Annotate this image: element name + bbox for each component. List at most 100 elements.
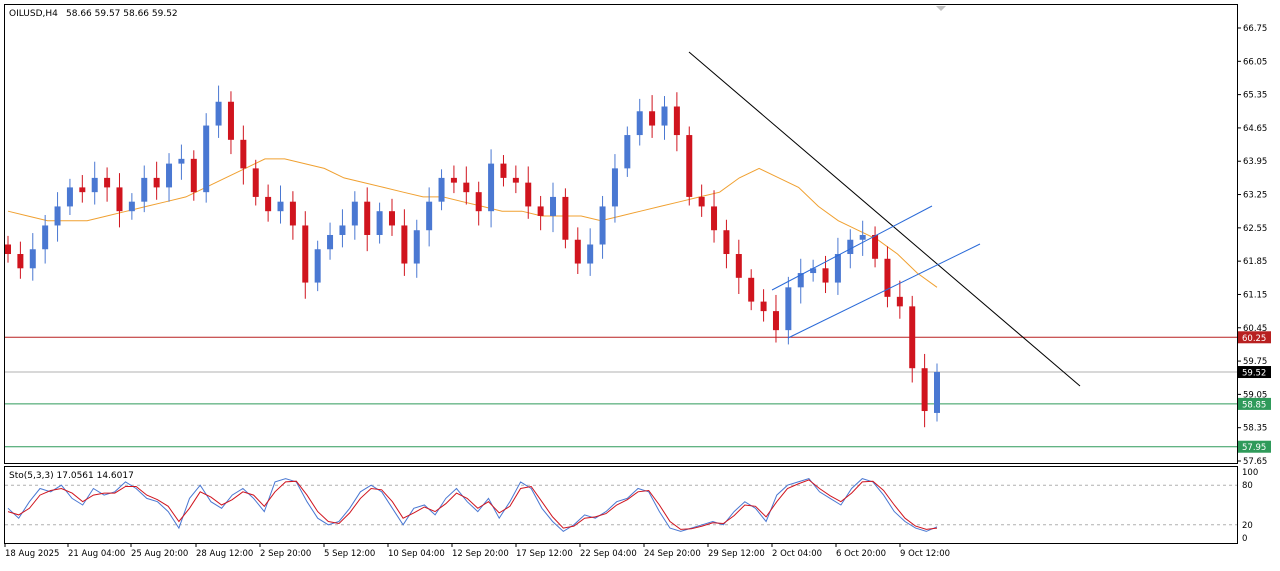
candle-bear bbox=[748, 277, 755, 302]
level-support-2-label: 57.95 bbox=[1242, 443, 1266, 453]
candle-bull bbox=[215, 101, 222, 126]
time-tick-label: 5 Sep 12:00 bbox=[324, 549, 375, 559]
candle-bear bbox=[512, 177, 519, 183]
candle-bear bbox=[574, 239, 581, 264]
candle-bear bbox=[884, 258, 891, 297]
candle-bull bbox=[810, 268, 817, 274]
candle-bull bbox=[847, 239, 854, 255]
time-tick-label: 6 Oct 20:00 bbox=[836, 549, 886, 559]
candle-bull bbox=[54, 206, 61, 226]
price-tick-label: 63.25 bbox=[1243, 191, 1267, 201]
moving-average-line bbox=[7, 158, 938, 288]
candle-bear bbox=[500, 163, 507, 178]
candle-bull bbox=[413, 230, 420, 264]
level-support-1-label: 58.85 bbox=[1242, 400, 1266, 410]
candle-bull bbox=[426, 201, 433, 231]
candle-bull bbox=[327, 234, 334, 250]
time-tick-label: 12 Sep 20:00 bbox=[452, 549, 509, 559]
price-tick-label: 59.05 bbox=[1243, 390, 1267, 400]
candle-bear bbox=[711, 206, 718, 231]
candle-bull bbox=[797, 273, 804, 288]
level-support-2-tag bbox=[1238, 440, 1271, 453]
price-tick-label: 66.75 bbox=[1243, 24, 1267, 34]
candle-bull bbox=[488, 163, 495, 212]
level-current-price-label: 59.52 bbox=[1242, 369, 1266, 379]
candle-bear bbox=[240, 139, 247, 169]
candle-bull bbox=[42, 225, 49, 250]
candle-bear bbox=[104, 177, 111, 188]
candle-bear bbox=[686, 135, 693, 197]
stochastic-pane[interactable] bbox=[4, 466, 1238, 544]
candle-bear bbox=[525, 182, 532, 207]
horizontal-levels: 60.25 59.52 58.85 57.95 bbox=[5, 331, 1271, 453]
candle-bear bbox=[116, 187, 123, 212]
candle-bull bbox=[611, 168, 618, 207]
candle-bear bbox=[153, 177, 160, 188]
candle-bear bbox=[909, 306, 916, 369]
main-price-pane[interactable] bbox=[4, 4, 1238, 464]
candle-bull bbox=[785, 287, 792, 331]
channel-lower-line[interactable] bbox=[787, 243, 981, 339]
stochastic-axis: 100 80 20 0 bbox=[1242, 468, 1258, 544]
candle-bull bbox=[438, 177, 445, 202]
drawn-lines[interactable] bbox=[688, 51, 1081, 387]
level-support-1-tag bbox=[1238, 397, 1271, 410]
stochastic-tick-label: 80 bbox=[1242, 481, 1253, 491]
ohlc-label: 58.66 59.57 58.66 59.52 bbox=[66, 9, 178, 19]
candle-bull bbox=[351, 201, 358, 226]
candle-bull bbox=[624, 135, 631, 169]
time-tick-label: 29 Sep 12:00 bbox=[708, 549, 765, 559]
candle-bull bbox=[128, 201, 135, 212]
time-tick-label: 2 Oct 04:00 bbox=[772, 549, 822, 559]
candle-bull bbox=[91, 177, 98, 193]
candle-bear bbox=[252, 168, 259, 197]
price-tick-label: 61.15 bbox=[1243, 290, 1267, 300]
candle-bear bbox=[463, 182, 470, 193]
stochastic-tick-label: 20 bbox=[1242, 521, 1253, 531]
candle-bull bbox=[834, 254, 841, 283]
candle-bull bbox=[550, 196, 557, 216]
candle-bull bbox=[203, 125, 210, 193]
time-axis: 18 Aug 2025 21 Aug 04:00 25 Aug 20:00 28 Au… bbox=[4, 543, 950, 559]
candle-bull bbox=[376, 211, 383, 235]
time-tick-label: 10 Sep 04:00 bbox=[388, 549, 445, 559]
candle-bull bbox=[859, 234, 866, 240]
candle-bear bbox=[302, 225, 309, 283]
candle-bear bbox=[723, 230, 730, 255]
time-tick-label: 24 Sep 20:00 bbox=[644, 549, 701, 559]
stochastic-tick-label: 100 bbox=[1242, 468, 1258, 478]
candle-bear bbox=[760, 301, 767, 312]
price-tick-label: 58.35 bbox=[1243, 424, 1267, 434]
price-tick-label: 61.85 bbox=[1243, 257, 1267, 267]
time-tick-label: 9 Oct 12:00 bbox=[900, 549, 950, 559]
candle-bear bbox=[772, 311, 779, 331]
stochastic-lines bbox=[5, 478, 1237, 533]
level-current-price-tag bbox=[1238, 366, 1271, 379]
chart-shift-marker-icon[interactable] bbox=[936, 6, 946, 11]
stochastic-label: Sto(5,3,3) 17.0561 14.6017 bbox=[9, 471, 134, 481]
candle-bear bbox=[921, 368, 928, 412]
candle-bear bbox=[698, 196, 705, 207]
time-tick-label: 22 Sep 04:00 bbox=[580, 549, 637, 559]
candle-bear bbox=[265, 196, 272, 212]
descending-trendline[interactable] bbox=[688, 51, 1081, 387]
price-tick-label: 66.05 bbox=[1243, 57, 1267, 67]
time-tick-label: 28 Aug 12:00 bbox=[196, 549, 253, 559]
time-tick-label: 21 Aug 04:00 bbox=[68, 549, 125, 559]
candle-bear bbox=[190, 158, 197, 193]
candle-bear bbox=[562, 196, 569, 240]
stochastic-signal-line bbox=[7, 479, 938, 530]
candle-bull bbox=[314, 249, 321, 283]
candle-bear bbox=[5, 244, 11, 255]
candle-bear bbox=[872, 234, 879, 259]
candle-bull bbox=[339, 225, 346, 235]
candle-bull bbox=[661, 106, 668, 126]
channel-upper-line[interactable] bbox=[771, 205, 933, 291]
candle-bear bbox=[289, 201, 296, 226]
candle-bear bbox=[673, 106, 680, 136]
candle-bear bbox=[17, 254, 24, 269]
candles bbox=[5, 85, 940, 428]
